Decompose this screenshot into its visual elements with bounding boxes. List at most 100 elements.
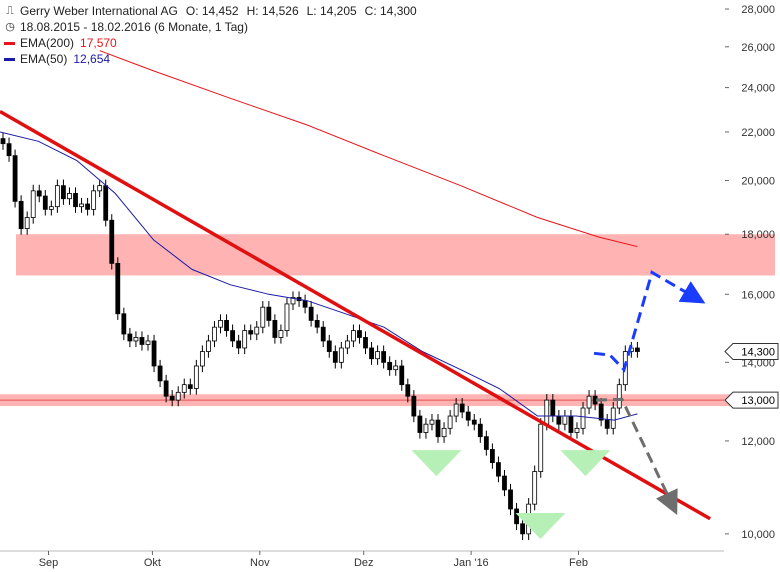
candle-body	[67, 193, 72, 200]
last-price-label: 14,300	[741, 347, 775, 359]
y-tick-label: 10,000	[741, 529, 775, 541]
candle-body	[187, 384, 193, 389]
candle-body	[85, 203, 90, 210]
candle-body	[6, 143, 12, 157]
candlesticks	[0, 132, 640, 541]
ema50-swatch	[4, 57, 15, 61]
candle-body	[254, 326, 260, 335]
candle-body	[338, 347, 344, 363]
candle-body	[532, 471, 538, 505]
ema200-line	[99, 50, 638, 248]
y-tick-label: 26,000	[741, 42, 775, 54]
candle-body	[163, 380, 169, 397]
candle-body	[483, 436, 489, 450]
candle-body	[73, 193, 78, 208]
candle-body	[272, 320, 278, 338]
candle-body	[616, 384, 622, 409]
x-tick-label: Nov	[250, 557, 270, 569]
candle-body	[344, 340, 350, 349]
candle-body	[278, 330, 284, 338]
candle-body	[580, 407, 586, 429]
candle-body	[218, 320, 223, 328]
candle-body	[314, 320, 320, 328]
candle-body	[24, 217, 30, 230]
candle-body	[604, 419, 610, 429]
candle-body	[351, 330, 356, 342]
candle-body	[127, 333, 133, 342]
y-tick-label: 18,000	[741, 229, 775, 241]
candle-body	[538, 423, 544, 472]
candle-body	[489, 449, 495, 464]
y-axis: 28,000 26,000 24,000 22,000 20,000 18,000 16,0…	[724, 4, 779, 541]
legend-title-row: ⎍ Gerry Weber International AG O: 14,452…	[4, 3, 417, 19]
legend-title: Gerry Weber International AG	[20, 4, 178, 18]
candle-body	[441, 427, 447, 438]
candle-body	[405, 384, 411, 397]
candle-body	[248, 330, 254, 335]
bottom-triangle-1	[515, 512, 566, 539]
candle-body	[326, 340, 332, 352]
candle-body	[181, 384, 187, 393]
legend-ema200-label: EMA(200)	[20, 36, 75, 50]
level-price-label: 13,000	[741, 395, 775, 407]
candle-body	[242, 330, 248, 349]
legend-open: O: 14,452	[185, 4, 239, 18]
candle-body	[496, 462, 501, 477]
candle-body	[175, 391, 181, 401]
bottom-triangle-2	[560, 450, 611, 477]
candle-body	[308, 306, 314, 321]
x-tick-label: Okt	[144, 557, 161, 569]
candle-body	[562, 415, 568, 425]
bullish-forecast-arrow	[593, 270, 706, 373]
y-tick-label: 20,000	[741, 176, 775, 188]
zone-0	[16, 234, 775, 276]
candle-body	[36, 190, 42, 197]
candle-body	[393, 365, 399, 371]
candle-body	[54, 185, 60, 208]
candle-body	[520, 523, 526, 535]
candle-body	[169, 395, 175, 401]
candle-body	[266, 306, 272, 321]
candle-body	[375, 351, 380, 360]
candle-body	[133, 337, 139, 342]
candle-body	[544, 399, 550, 425]
candle-body	[199, 351, 205, 367]
candle-body	[332, 351, 338, 363]
candle-body	[145, 340, 151, 345]
candle-body	[230, 330, 235, 342]
candle-body	[357, 330, 362, 338]
candle-body	[471, 419, 477, 425]
candle-body	[586, 395, 592, 409]
candle-body	[79, 203, 84, 208]
candle-body	[435, 419, 441, 438]
forecast-arrows	[593, 270, 706, 515]
legend-period-row: ◷ 18.08.2015 - 18.02.2016 (6 Monate, 1 T…	[4, 19, 417, 35]
candle-body	[48, 206, 54, 210]
candle-body	[139, 337, 145, 345]
candle-body	[550, 399, 556, 417]
candle-body	[206, 340, 211, 352]
candle-body	[212, 326, 217, 342]
y-tick-label: 24,000	[741, 83, 775, 95]
candle-body	[514, 508, 519, 525]
candle-body	[157, 365, 163, 382]
x-tick-label: Sep	[39, 557, 59, 569]
candle-body	[369, 347, 374, 360]
legend-period: 18.08.2015 - 18.02.2016 (6 Monate, 1 Tag…	[20, 20, 248, 34]
candle-body	[610, 407, 616, 429]
y-tick-label: 16,000	[741, 289, 775, 301]
candle-body	[115, 262, 121, 315]
ema200-swatch	[4, 41, 15, 45]
bottom-markers	[411, 450, 611, 539]
candle-body	[598, 403, 604, 421]
x-tick-label: Feb	[569, 557, 588, 569]
candle-body	[0, 138, 6, 145]
candle-body	[121, 313, 127, 335]
candle-body	[477, 423, 483, 438]
candle-body	[411, 395, 417, 417]
candle-body	[290, 297, 296, 305]
legend-ema50-value: 12,654	[73, 52, 111, 66]
candle-body	[502, 475, 507, 491]
legend-close: C: 14,300	[364, 4, 417, 18]
legend-high: H: 14,526	[246, 4, 299, 18]
